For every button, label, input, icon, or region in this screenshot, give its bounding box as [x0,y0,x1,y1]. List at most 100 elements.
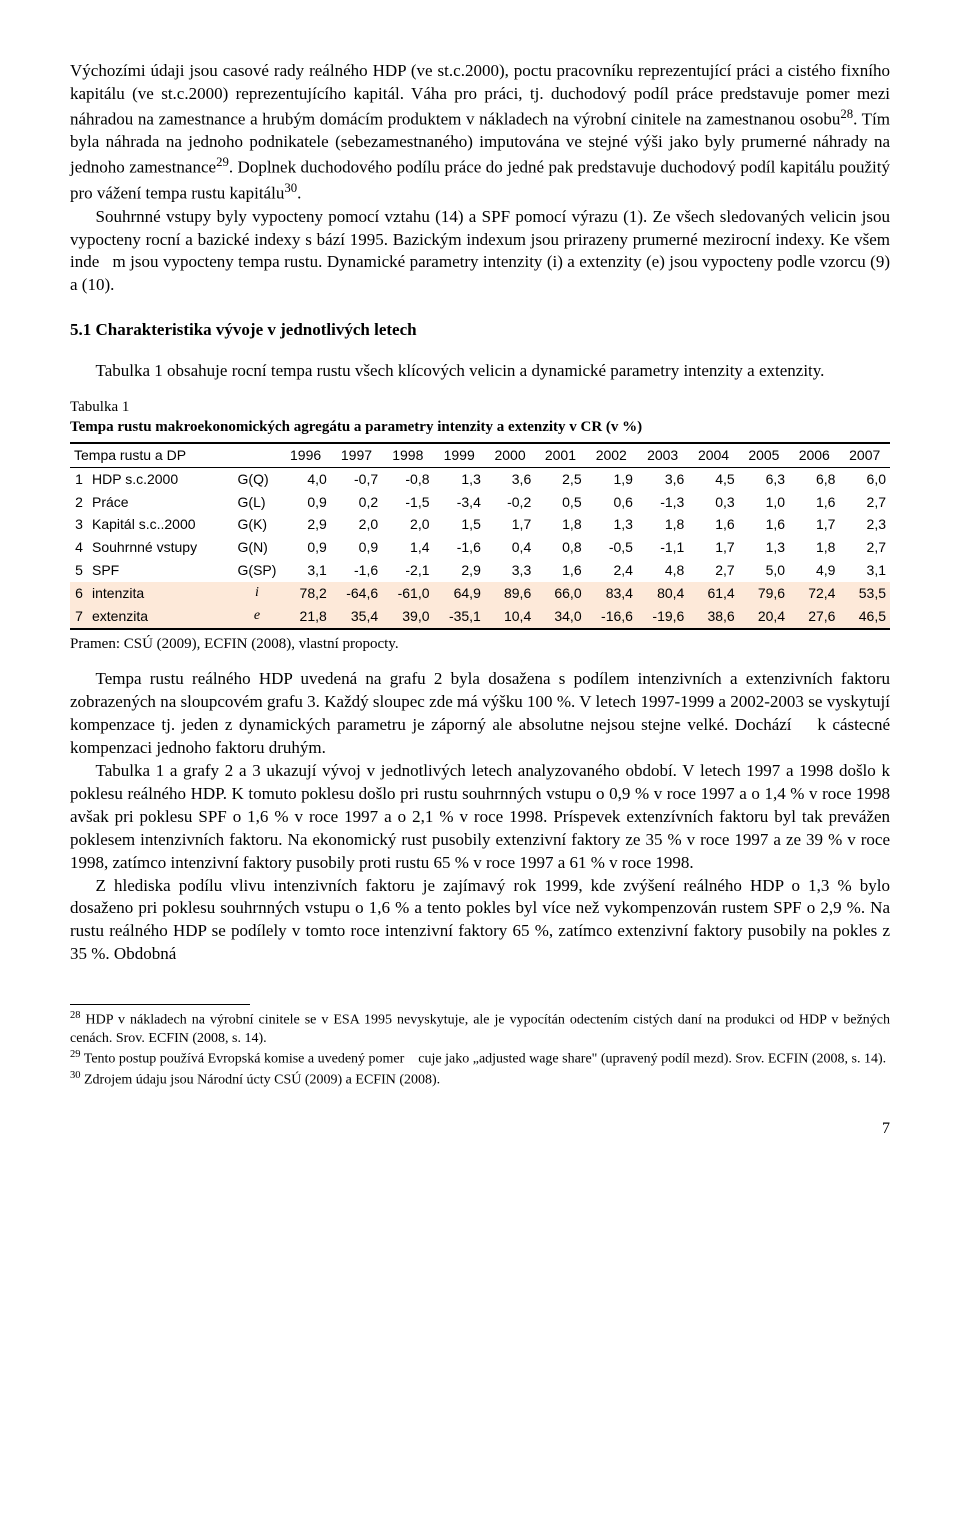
cell-value: 89,6 [485,582,535,605]
cell-value: 1,4 [382,536,433,559]
cell-value: -1,3 [637,491,688,514]
cell-value: 2,9 [280,513,330,536]
page-number: 7 [70,1118,890,1140]
cell-value: 4,0 [280,467,330,490]
year-header: 1996 [280,443,330,467]
cell-value: 2,0 [331,513,382,536]
p1-text-d: . [297,184,301,203]
table-header-row: Tempa rustu a DP 19961997199819992000200… [70,443,890,467]
cell-value: 1,5 [434,513,485,536]
cell-value: 1,6 [789,491,839,514]
cell-value: 2,3 [839,513,890,536]
row-symbol: e [234,605,281,629]
year-header: 2006 [789,443,839,467]
cell-value: -0,8 [382,467,433,490]
row-label: HDP s.c.2000 [88,467,234,490]
year-header: 2001 [535,443,585,467]
row-index: 7 [70,605,88,629]
row-index: 2 [70,491,88,514]
header-label: Tempa rustu a DP [70,443,280,467]
row-symbol: G(N) [234,536,281,559]
footnotes-block: 28 HDP v nákladech na výrobní cinitele s… [70,1009,890,1090]
footnote-29: 29 Tento postup používá Evropská komise … [70,1048,890,1069]
section-heading: 5.1 Charakteristika vývoje v jednotlivýc… [70,319,890,342]
cell-value: -0,2 [485,491,535,514]
row-label: extenzita [88,605,234,629]
cell-value: 0,9 [280,491,330,514]
cell-value: 20,4 [739,605,789,629]
cell-value: 1,3 [739,536,789,559]
cell-value: 2,7 [839,536,890,559]
paragraph-4: Tempa rustu reálného HDP uvedená na graf… [70,668,890,760]
fn30-text: Zdrojem údaju jsou Národní úcty CSÚ (200… [81,1073,441,1088]
row-index: 4 [70,536,88,559]
table-row: 7extenzitae21,835,439,0-35,110,434,0-16,… [70,605,890,629]
footnote-28: 28 HDP v nákladech na výrobní cinitele s… [70,1009,890,1048]
year-header: 1998 [382,443,433,467]
cell-value: 1,7 [789,513,839,536]
cell-value: -2,1 [382,559,433,582]
cell-value: 2,7 [839,491,890,514]
cell-value: 4,9 [789,559,839,582]
cell-value: -1,6 [331,559,382,582]
cell-value: -1,5 [382,491,433,514]
cell-value: 0,9 [280,536,330,559]
cell-value: 0,8 [535,536,585,559]
row-label: intenzita [88,582,234,605]
cell-value: 39,0 [382,605,433,629]
sup-28: 28 [840,107,853,121]
row-symbol: G(K) [234,513,281,536]
table-source: Pramen: CSÚ (2009), ECFIN (2008), vlastn… [70,634,890,654]
cell-value: -3,4 [434,491,485,514]
table-row: 4Souhrnné vstupyG(N)0,90,91,4-1,60,40,8-… [70,536,890,559]
cell-value: -0,5 [586,536,637,559]
data-table: Tempa rustu a DP 19961997199819992000200… [70,442,890,630]
cell-value: 66,0 [535,582,585,605]
cell-value: -1,6 [434,536,485,559]
cell-value: 1,8 [637,513,688,536]
cell-value: 10,4 [485,605,535,629]
cell-value: 72,4 [789,582,839,605]
cell-value: 21,8 [280,605,330,629]
cell-value: 2,9 [434,559,485,582]
year-header: 2000 [485,443,535,467]
cell-value: 1,3 [434,467,485,490]
table-row: 5SPFG(SP)3,1-1,6-2,12,93,31,62,44,82,75,… [70,559,890,582]
sup-29: 29 [216,155,229,169]
p1-text-a: Výchozími údaji jsou casové rady reálnéh… [70,61,890,129]
row-label: Práce [88,491,234,514]
cell-value: 80,4 [637,582,688,605]
cell-value: 61,4 [688,582,738,605]
paragraph-3: Tabulka 1 obsahuje rocní tempa rustu vše… [70,360,890,383]
cell-value: 6,0 [839,467,890,490]
table-row: 1HDP s.c.2000G(Q)4,0-0,7-0,81,33,62,51,9… [70,467,890,490]
row-label: Kapitál s.c..2000 [88,513,234,536]
row-symbol: G(Q) [234,467,281,490]
cell-value: -35,1 [434,605,485,629]
fn30-sup: 30 [70,1070,81,1081]
cell-value: 0,6 [586,491,637,514]
cell-value: 1,6 [535,559,585,582]
table-body: 1HDP s.c.2000G(Q)4,0-0,7-0,81,33,62,51,9… [70,467,890,629]
cell-value: 1,7 [485,513,535,536]
cell-value: 2,7 [688,559,738,582]
cell-value: 3,6 [485,467,535,490]
cell-value: 5,0 [739,559,789,582]
paragraph-5: Tabulka 1 a grafy 2 a 3 ukazují vývoj v … [70,760,890,875]
cell-value: -61,0 [382,582,433,605]
footnote-separator [70,1004,250,1005]
table-title: Tempa rustu makroekonomických agregátu a… [70,417,890,437]
cell-value: 78,2 [280,582,330,605]
cell-value: 6,3 [739,467,789,490]
row-symbol: G(L) [234,491,281,514]
cell-value: 3,3 [485,559,535,582]
year-header: 2005 [739,443,789,467]
cell-value: 79,6 [739,582,789,605]
row-symbol: G(SP) [234,559,281,582]
cell-value: 3,1 [839,559,890,582]
cell-value: 53,5 [839,582,890,605]
cell-value: 6,8 [789,467,839,490]
cell-value: 2,5 [535,467,585,490]
year-header: 1997 [331,443,382,467]
row-index: 6 [70,582,88,605]
